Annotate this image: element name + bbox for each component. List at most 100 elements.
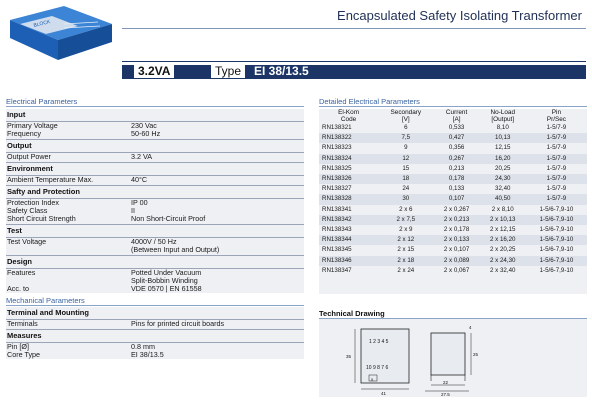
electrical-section-line — [6, 106, 304, 107]
parameter-label: Output Power — [7, 152, 51, 161]
parameter-row: Safety Class II — [6, 207, 304, 215]
table-row: RN138321 6 0,533 8,10 1-5/7-9 — [319, 123, 587, 133]
detailed-section-line — [319, 106, 587, 107]
group-heading: Test — [7, 226, 22, 235]
table-row: RN138328 30 0,107 40,50 1-5/7-9 — [319, 194, 587, 205]
heading-divider — [6, 175, 304, 176]
table-cell: 2 x 18 — [378, 255, 434, 266]
group-heading: Input — [7, 110, 26, 119]
table-row: RN138342 2 x 7,5 2 x 0,213 2 x 10,13 1-5/6-7… — [319, 214, 587, 226]
type-bar — [122, 65, 586, 79]
table-cell: 2 x 0,267 — [443, 205, 470, 213]
table-cell: 6 — [404, 124, 408, 131]
type-label: Type — [211, 64, 246, 78]
table-cell: 2 x 12,15 — [490, 226, 516, 234]
parameter-value: IP 00 — [131, 198, 148, 207]
column-header-line2: Pr/Sec — [546, 116, 567, 123]
front-pin-marker — [368, 374, 378, 382]
table-cell: 2 x 32,40 — [490, 266, 516, 274]
table-cell: 2 x 0,107 — [443, 246, 470, 254]
table-cell: RN138342 — [319, 214, 379, 226]
table-cell: 24 — [402, 185, 410, 193]
table-cell: 2 x 7,5 — [378, 214, 434, 226]
column-header-line2: [Output] — [491, 116, 515, 123]
dim-width: 41 — [381, 391, 387, 396]
table-cell: 10,13 — [479, 133, 526, 144]
heading-divider — [6, 319, 304, 320]
table-row: RN138327 24 0,133 32,40 1-5/7-9 — [319, 184, 587, 194]
table-cell: RN138322 — [319, 133, 379, 144]
dim-side-height: 25 — [473, 352, 479, 357]
electrical-group: Output Output Power 3.2 VA — [6, 139, 304, 161]
table-cell: RN138346 — [319, 255, 379, 266]
parameter-label: Terminals — [7, 319, 38, 328]
table-cell: RN138345 — [322, 246, 352, 254]
table-cell: 2 x 9 — [399, 226, 413, 234]
mechanical-group: Measures Pin [Ø] 0.8 mm Core Type EI 38/13.5 — [6, 329, 304, 359]
column-header-line1: Current — [445, 109, 468, 116]
header-divider — [122, 28, 586, 29]
table-cell: 2 x 0,067 — [443, 266, 470, 274]
group-heading: Design — [7, 257, 33, 266]
group-heading: Environment — [7, 164, 53, 173]
table-cell: 12,15 — [495, 144, 511, 152]
table-cell: 1-5/7-9 — [546, 124, 567, 131]
column-header-line1: El-Kom — [338, 109, 360, 116]
table-cell: 0,427 — [433, 133, 480, 144]
type-value: EI 38/13.5 — [254, 64, 309, 78]
group-heading: Safty and Protection — [7, 187, 80, 196]
heading-divider — [6, 152, 304, 153]
table-cell: 1-5/6-7,9-10 — [539, 226, 574, 234]
parameter-value: 0.8 mm — [131, 342, 155, 351]
column-header-line1: Pin — [551, 109, 562, 116]
parameter-row: Output Power 3.2 VA — [6, 153, 304, 161]
table-cell: 1-5/7-9 — [546, 164, 567, 172]
detailed-parameters-panel: El-Kom Code Secondary [V] Current [A] No-Load[… — [319, 109, 587, 294]
table-cell: RN138327 — [322, 185, 352, 193]
table-row: RN138323 9 0,356 12,15 1-5/7-9 — [319, 143, 587, 153]
table-cell: RN138347 — [322, 266, 352, 274]
table-cell: 40,50 — [479, 194, 526, 205]
parameter-row: Core Type EI 38/13.5 — [6, 351, 304, 359]
table-cell: 2 x 16,20 — [479, 235, 526, 246]
electrical-group: Environment Ambient Temperature Max. 40°C — [6, 162, 304, 184]
group-divider — [6, 224, 304, 225]
column-header-line2: Code — [340, 116, 357, 123]
table-cell: RN138323 — [322, 144, 352, 152]
column-header-line1: Secondary — [390, 109, 422, 116]
page-title: Encapsulated Safety Isolating Transforme… — [337, 8, 582, 23]
parameter-label — [7, 246, 131, 254]
technical-drawing: 1 2 3 4 5 10 9 8 7 6 35 41 5 25 4 22 27.… — [346, 325, 479, 397]
group-divider — [6, 329, 304, 330]
table-row: RN138343 2 x 9 2 x 0,178 2 x 12,15 1-5/6-7,9… — [319, 225, 587, 235]
table-cell: 0,356 — [448, 144, 465, 152]
table-cell: 0,213 — [448, 164, 465, 172]
technical-section-line — [319, 318, 587, 319]
parameter-row: Test Voltage 4000V / 50 Hz — [6, 238, 304, 246]
table-cell: 8,10 — [496, 124, 509, 131]
group-divider — [6, 139, 304, 140]
parameter-value: 3.2 VA — [131, 152, 153, 161]
parameter-value: II — [131, 206, 135, 215]
parameter-label: Acc. to — [7, 284, 29, 293]
parameter-row: Frequency 50-60 Hz — [6, 130, 304, 138]
table-cell: 0,533 — [448, 124, 465, 131]
table-cell: 20,25 — [495, 164, 511, 172]
group-heading: Terminal and Mounting — [7, 308, 89, 317]
table-cell: 2 x 0,089 — [433, 255, 480, 266]
table-cell: 12 — [378, 153, 434, 164]
table-cell: 1-5/6-7,9-10 — [525, 255, 587, 266]
table-cell: 2 x 0,178 — [443, 226, 470, 234]
parameter-value: Pins for printed circuit boards — [131, 319, 225, 328]
group-divider — [6, 185, 304, 186]
table-cell: RN138321 — [322, 124, 352, 131]
electrical-section-title: Electrical Parameters — [6, 97, 78, 106]
table-cell: 2 x 0,133 — [433, 235, 480, 246]
table-row: RN138346 2 x 18 2 x 0,089 2 x 24,30 1-5/6-7,… — [319, 255, 587, 266]
heading-divider — [6, 342, 304, 343]
parameter-value: 230 Vac — [131, 121, 157, 130]
column-header-line2: [V] — [401, 116, 410, 123]
parameter-value: (Between Input and Output) — [131, 245, 220, 254]
electrical-group: Safty and Protection Protection Index IP 0… — [6, 185, 304, 223]
table-cell: 1-5/7-9 — [525, 174, 587, 185]
